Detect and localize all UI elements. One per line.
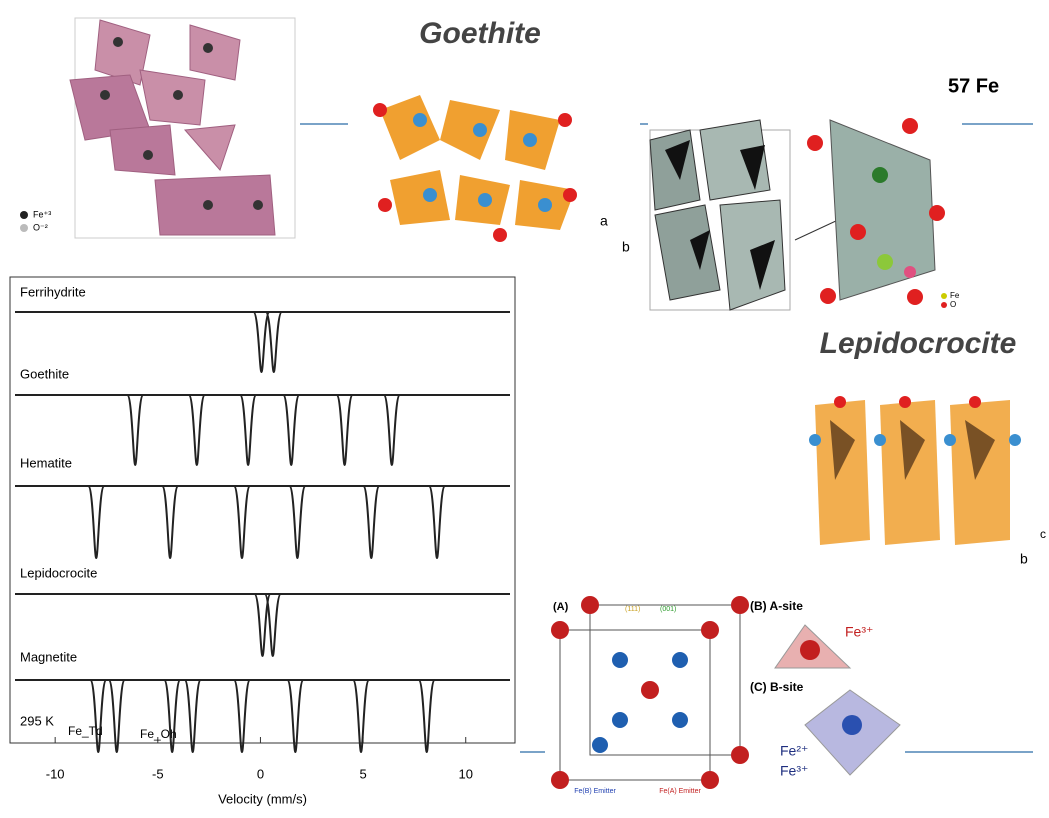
panel-b: (B) A-site [750, 599, 803, 613]
x-tick-label: -10 [46, 766, 65, 781]
lepidocrocite-title: Lepidocrocite [820, 327, 1017, 360]
axis-b: b [622, 239, 630, 255]
absorption-dip [428, 485, 446, 560]
absorption-dip [161, 485, 180, 560]
series-name: Lepidocrocite [20, 565, 97, 580]
fe2: Fe²⁺ [780, 743, 808, 759]
annotation: 295 K [20, 713, 54, 728]
series-name: Ferrihydrite [20, 284, 86, 299]
lepidocrocite-chain: b c [809, 396, 1046, 567]
goethite-title: Goethite [419, 17, 541, 50]
absorption-dip [362, 485, 381, 560]
absorption-dip [232, 679, 251, 754]
annotation: Fe_Td [68, 724, 103, 738]
axis-c: c [1040, 527, 1046, 541]
axis-b2: b [1020, 551, 1028, 567]
legend-o: O⁻² [33, 222, 48, 232]
absorption-dip [417, 679, 436, 754]
absorption-dip [288, 485, 307, 560]
legend-fe2: Fe [950, 291, 960, 300]
panel-a: (A) [553, 601, 569, 613]
absorption-dip [264, 311, 283, 374]
fe3-a: Fe³⁺ [845, 624, 873, 640]
absorption-dip [126, 394, 145, 467]
series-name: Magnetite [20, 649, 77, 664]
absorption-dip [282, 394, 301, 467]
fe3-b: Fe³⁺ [780, 763, 808, 779]
x-tick-label: 10 [458, 766, 472, 781]
goethite-structure [373, 95, 577, 242]
absorption-dip [286, 679, 305, 754]
x-tick-label: -5 [152, 766, 164, 781]
x-tick-label: 0 [257, 766, 264, 781]
isotope-label: 57 Fe [948, 75, 999, 97]
panel-c: (C) B-site [750, 680, 804, 694]
plane-001: (001) [660, 606, 676, 613]
absorption-dip [232, 485, 251, 560]
magnetite-structure: (A) (111) (001) Fe(B) Emitter Fe(A) Emit… [520, 596, 1033, 795]
emitter-b: Fe(B) Emitter [574, 788, 616, 795]
legend-fe: Fe⁺³ [33, 209, 51, 219]
plane-111: (111) [625, 606, 640, 613]
annotation: Fe_Oh [140, 727, 177, 741]
absorption-dip [382, 394, 401, 467]
absorption-dip [352, 679, 371, 754]
absorption-dip [263, 593, 282, 658]
absorption-dip [163, 679, 182, 754]
absorption-dip [252, 311, 271, 374]
absorption-dip [183, 679, 202, 754]
absorption-dip [87, 485, 106, 560]
lepidocrocite-structure: a b Fe O [600, 118, 960, 311]
x-axis-label: Velocity (mm/s) [218, 791, 307, 806]
spectra-frame [9, 276, 516, 744]
structure-top-left: Fe⁺³ O⁻² [20, 17, 348, 239]
emitter-a: Fe(A) Emitter [659, 788, 701, 795]
spectra: -10 -5 0 5 10 Velocity (mm/s) Ferrihydrite Goet… [15, 284, 510, 806]
x-tick-label: 5 [359, 766, 366, 781]
series-name: Hematite [20, 455, 72, 470]
absorption-dip [239, 394, 258, 467]
absorption-dip [253, 593, 272, 658]
series-name: Goethite [20, 366, 69, 381]
absorption-dip [335, 394, 354, 467]
legend-o2: O [950, 300, 956, 309]
axis-a: a [600, 213, 608, 229]
absorption-dip [89, 679, 108, 754]
absorption-dip [107, 679, 126, 754]
absorption-dip [187, 394, 206, 467]
